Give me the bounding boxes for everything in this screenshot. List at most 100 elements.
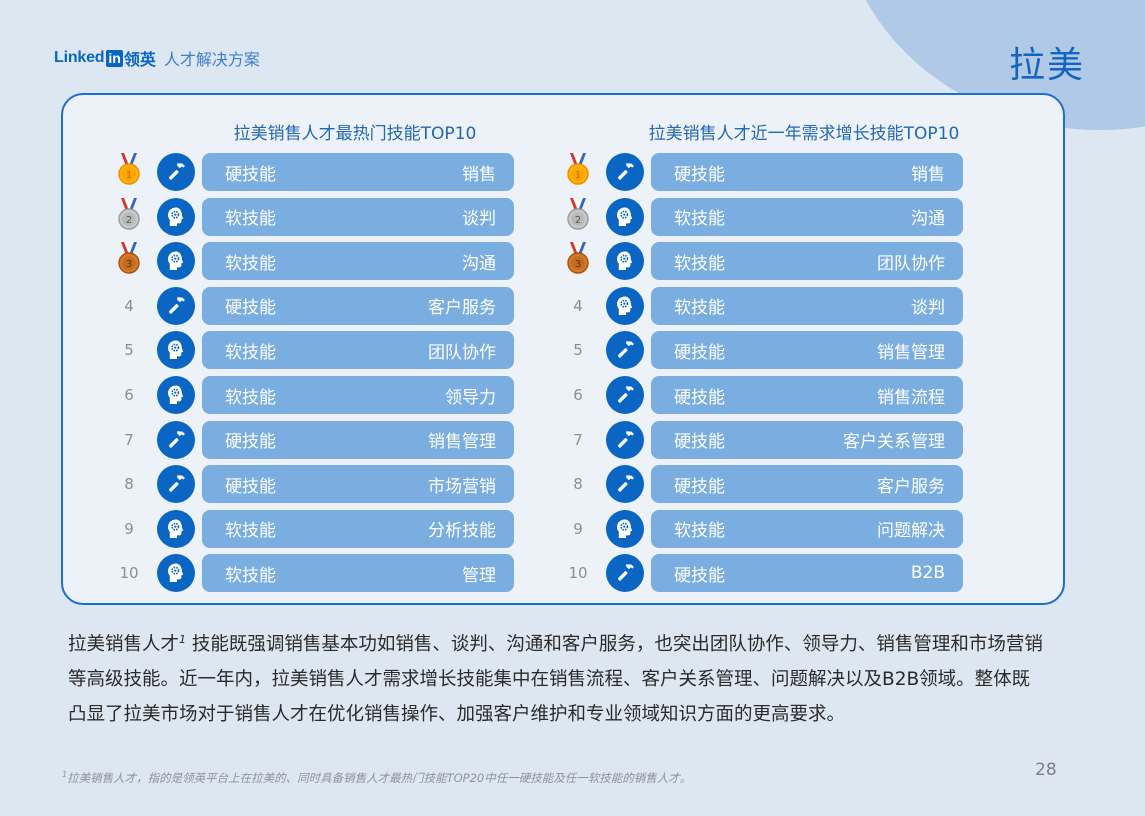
skill-row: 10 软技能 管理 xyxy=(111,554,514,593)
skill-type: 硬技能 xyxy=(674,432,725,453)
skill-name: 领导力 xyxy=(445,387,496,408)
skill-row: 3 软技能 沟通 xyxy=(111,239,514,281)
skills-panel: 拉美销售人才最热门技能TOP10 1 硬技能 销售 2 软技能 谈判 3 软技能 沟通 4 硬技能客… xyxy=(61,93,1065,605)
skill-pill: 硬技能 销售管理 xyxy=(651,331,963,370)
skill-pill: 软技能 沟通 xyxy=(202,242,514,281)
hammer-icon xyxy=(606,376,644,414)
hammer-icon xyxy=(157,286,195,325)
rank-number: 6 xyxy=(124,386,134,404)
brain-gear-icon xyxy=(606,242,644,281)
skill-type: 硬技能 xyxy=(674,387,725,408)
silver-medal-icon: 2 xyxy=(111,195,147,233)
skill-pill: 软技能 团队协作 xyxy=(202,331,514,370)
skill-row: 6 硬技能 销售流程 xyxy=(560,376,963,414)
svg-text:2: 2 xyxy=(126,215,132,226)
silver-medal-icon: 2 xyxy=(560,195,596,233)
skill-name: 管理 xyxy=(462,565,496,586)
gold-medal-icon: 1 xyxy=(111,150,147,188)
skill-type: 硬技能 xyxy=(674,565,725,586)
skill-row: 5 硬技能 销售管理 xyxy=(560,331,963,370)
skill-name: 团队协作 xyxy=(428,342,496,363)
skill-name: 销售管理 xyxy=(877,342,945,363)
bronze-medal-icon: 3 xyxy=(111,239,147,277)
skill-name: 销售 xyxy=(911,164,945,185)
skill-row: 1 硬技能 销售 xyxy=(111,153,514,191)
skill-row: 10 硬技能 B2B xyxy=(560,554,963,593)
skill-name: 销售流程 xyxy=(877,387,945,408)
svg-text:2: 2 xyxy=(575,215,581,226)
svg-text:1: 1 xyxy=(126,170,132,181)
brand-cn: 领英 xyxy=(123,50,156,69)
skill-row: 9 软技能 问题解决 xyxy=(560,509,963,548)
skill-type: 软技能 xyxy=(225,521,276,542)
skill-name: 谈判 xyxy=(911,298,945,319)
skill-pill: 硬技能 销售 xyxy=(202,153,514,191)
svg-text:3: 3 xyxy=(126,259,132,270)
skill-pill: 硬技能 客户关系管理 xyxy=(651,420,963,459)
skill-pill: 软技能 团队协作 xyxy=(651,242,963,281)
hot-skills-title: 拉美销售人才最热门技能TOP10 xyxy=(233,124,477,144)
bronze-medal-icon: 3 xyxy=(560,239,596,277)
skill-type: 软技能 xyxy=(225,253,276,274)
skill-type: 硬技能 xyxy=(674,164,725,185)
skill-type: 软技能 xyxy=(225,209,276,230)
summary-body: 技能既强调销售基本功如销售、谈判、沟通和客户服务，也突出团队协作、领导力、销售管… xyxy=(68,634,1043,726)
brain-gear-icon xyxy=(606,509,644,548)
skill-pill: 硬技能 客户服务 xyxy=(651,465,963,504)
skill-type: 硬技能 xyxy=(225,476,276,497)
skill-type: 硬技能 xyxy=(225,164,276,185)
rank-number: 7 xyxy=(124,430,134,449)
skill-type: 软技能 xyxy=(225,387,276,408)
skill-pill: 软技能 管理 xyxy=(202,554,514,593)
skill-type: 软技能 xyxy=(225,565,276,586)
skill-pill: 软技能 问题解决 xyxy=(651,509,963,548)
rank-number: 7 xyxy=(573,430,583,449)
footnote: 1拉美销售人才，指的是领英平台上在拉美的、同时具备销售人才最热门技能TOP20中… xyxy=(62,770,691,786)
svg-text:3: 3 xyxy=(575,259,581,270)
summary-paragraph: 拉美销售人才1 技能既强调销售基本功如销售、谈判、沟通和客户服务，也突出团队协作… xyxy=(68,622,1048,732)
skill-pill: 软技能 谈判 xyxy=(202,197,514,236)
skill-name: 销售 xyxy=(462,164,496,185)
skill-name: 沟通 xyxy=(462,253,496,274)
skill-pill: 软技能 谈判 xyxy=(651,286,963,325)
brain-gear-icon xyxy=(157,509,195,548)
skill-name: 分析技能 xyxy=(428,521,496,542)
skill-row: 8 硬技能 客户服务 xyxy=(560,465,963,504)
skill-pill: 硬技能 市场营销 xyxy=(202,465,514,504)
brain-gear-icon xyxy=(606,286,644,325)
skill-pill: 硬技能 销售流程 xyxy=(651,376,963,414)
skill-row: 8 硬技能 市场营销 xyxy=(111,465,514,504)
skill-pill: 硬技能 客户服务 xyxy=(202,286,514,325)
skill-pill: 软技能 领导力 xyxy=(202,376,514,414)
skill-name: 销售管理 xyxy=(428,432,496,453)
skill-type: 软技能 xyxy=(225,342,276,363)
rank-number: 9 xyxy=(573,519,583,538)
skill-name: 客户关系管理 xyxy=(843,432,945,453)
skill-name: 客户服务 xyxy=(877,476,945,497)
skill-type: 软技能 xyxy=(674,298,725,319)
hammer-icon xyxy=(606,554,644,593)
skill-row: 3 软技能 团队协作 xyxy=(560,239,963,281)
rank-number: 4 xyxy=(573,296,583,315)
hammer-icon xyxy=(157,420,195,459)
page-number: 28 xyxy=(1035,760,1057,780)
skill-type: 硬技能 xyxy=(674,342,725,363)
brain-gear-icon xyxy=(157,197,195,236)
skill-pill: 硬技能 销售 xyxy=(651,153,963,191)
skill-type: 软技能 xyxy=(674,521,725,542)
linkedin-talent-solutions-logo: Linked in 领英 人才解决方案 xyxy=(54,46,260,70)
skill-row: 4 硬技能 客户服务 xyxy=(111,286,514,325)
growth-skills-title: 拉美销售人才近一年需求增长技能TOP10 xyxy=(648,124,960,144)
skill-row: 2 软技能 沟通 xyxy=(560,195,963,236)
rank-number: 9 xyxy=(124,519,134,538)
rank-number: 10 xyxy=(568,564,588,583)
rank-number: 5 xyxy=(573,341,583,360)
summary-lead: 拉美销售人才 xyxy=(68,634,180,656)
rank-number: 6 xyxy=(573,386,583,404)
skill-type: 软技能 xyxy=(674,209,725,230)
page-title: 拉美 xyxy=(1008,45,1085,86)
hammer-icon xyxy=(157,153,195,191)
brain-gear-icon xyxy=(157,242,195,281)
skill-row: 5 软技能 团队协作 xyxy=(111,331,514,370)
skill-type: 硬技能 xyxy=(225,432,276,453)
